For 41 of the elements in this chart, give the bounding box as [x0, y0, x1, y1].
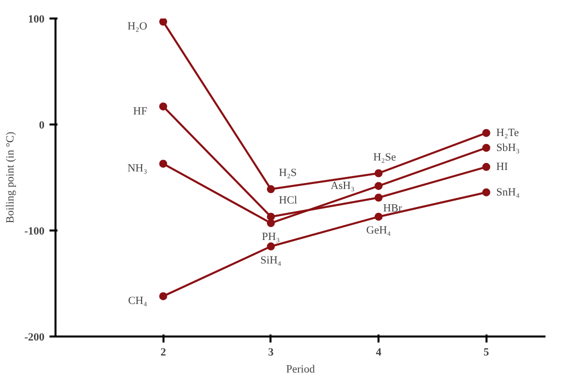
point — [159, 292, 168, 300]
point — [159, 102, 168, 110]
point — [482, 188, 490, 196]
x-tick-label: 2 — [160, 346, 166, 358]
point — [374, 194, 383, 202]
annotation: SiH₄ — [260, 254, 282, 266]
y-axis-title: Boiling point (in °C) — [4, 131, 16, 224]
annotation: HBr — [383, 202, 402, 215]
annotation: H₂O — [127, 20, 148, 33]
annotation: PH₃ — [262, 231, 280, 244]
annotation: HF — [133, 105, 148, 118]
point — [266, 219, 275, 228]
point — [266, 185, 275, 194]
point — [266, 242, 275, 250]
annotation: H₂Se — [373, 151, 396, 164]
x-axis-title: Period — [286, 364, 316, 376]
annotation: H₂Te — [496, 126, 519, 139]
annotation: GeH₄ — [366, 224, 392, 237]
point — [159, 18, 168, 26]
annotation: HCl — [278, 194, 298, 207]
annotation: NH₃ — [127, 162, 148, 175]
point — [374, 212, 383, 221]
annotation: AsH₃ — [330, 180, 355, 192]
y-tick-label: -200 — [24, 332, 45, 344]
annotation: SnH₄ — [496, 186, 520, 198]
point — [374, 182, 383, 190]
point — [159, 160, 168, 168]
annotation: H₂S — [278, 167, 297, 180]
point — [482, 128, 490, 137]
point — [482, 144, 490, 152]
point — [482, 162, 490, 171]
y-tick-label: -100 — [24, 226, 45, 238]
x-tick-label: 4 — [376, 346, 382, 358]
annotation: SbH₃ — [496, 142, 520, 154]
y-tick-label: 0 — [39, 120, 45, 132]
annotation: HI — [496, 160, 508, 173]
y-tick-label: 100 — [28, 14, 45, 26]
x-tick-label: 3 — [268, 346, 274, 358]
x-tick-label: 5 — [484, 346, 490, 358]
annotation: CH₄ — [128, 295, 148, 308]
point — [374, 169, 383, 178]
